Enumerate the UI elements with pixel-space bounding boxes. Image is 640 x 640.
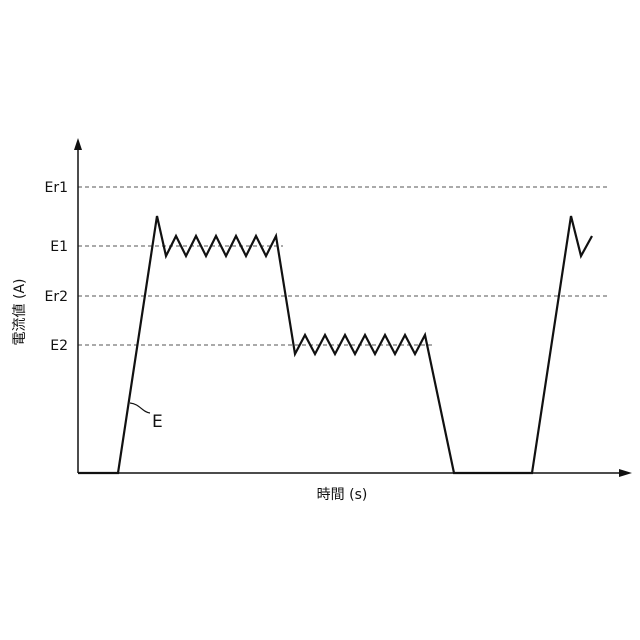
- current-time-chart: E 時間 (s) 電流値 (A) Er1 E1 Er2 E2: [0, 0, 640, 640]
- series-label-E: E: [152, 412, 163, 432]
- tick-label-er1: Er1: [44, 180, 68, 196]
- x-axis-label: 時間 (s): [317, 487, 368, 503]
- tick-label-e2: E2: [50, 338, 68, 354]
- tick-label-er2: Er2: [44, 289, 68, 305]
- y-axis-arrow: [74, 138, 82, 150]
- x-axis-arrow: [619, 469, 632, 477]
- tick-label-e1: E1: [50, 239, 68, 255]
- series-label-leader: [130, 403, 150, 413]
- y-axis-label: 電流値 (A): [12, 279, 28, 346]
